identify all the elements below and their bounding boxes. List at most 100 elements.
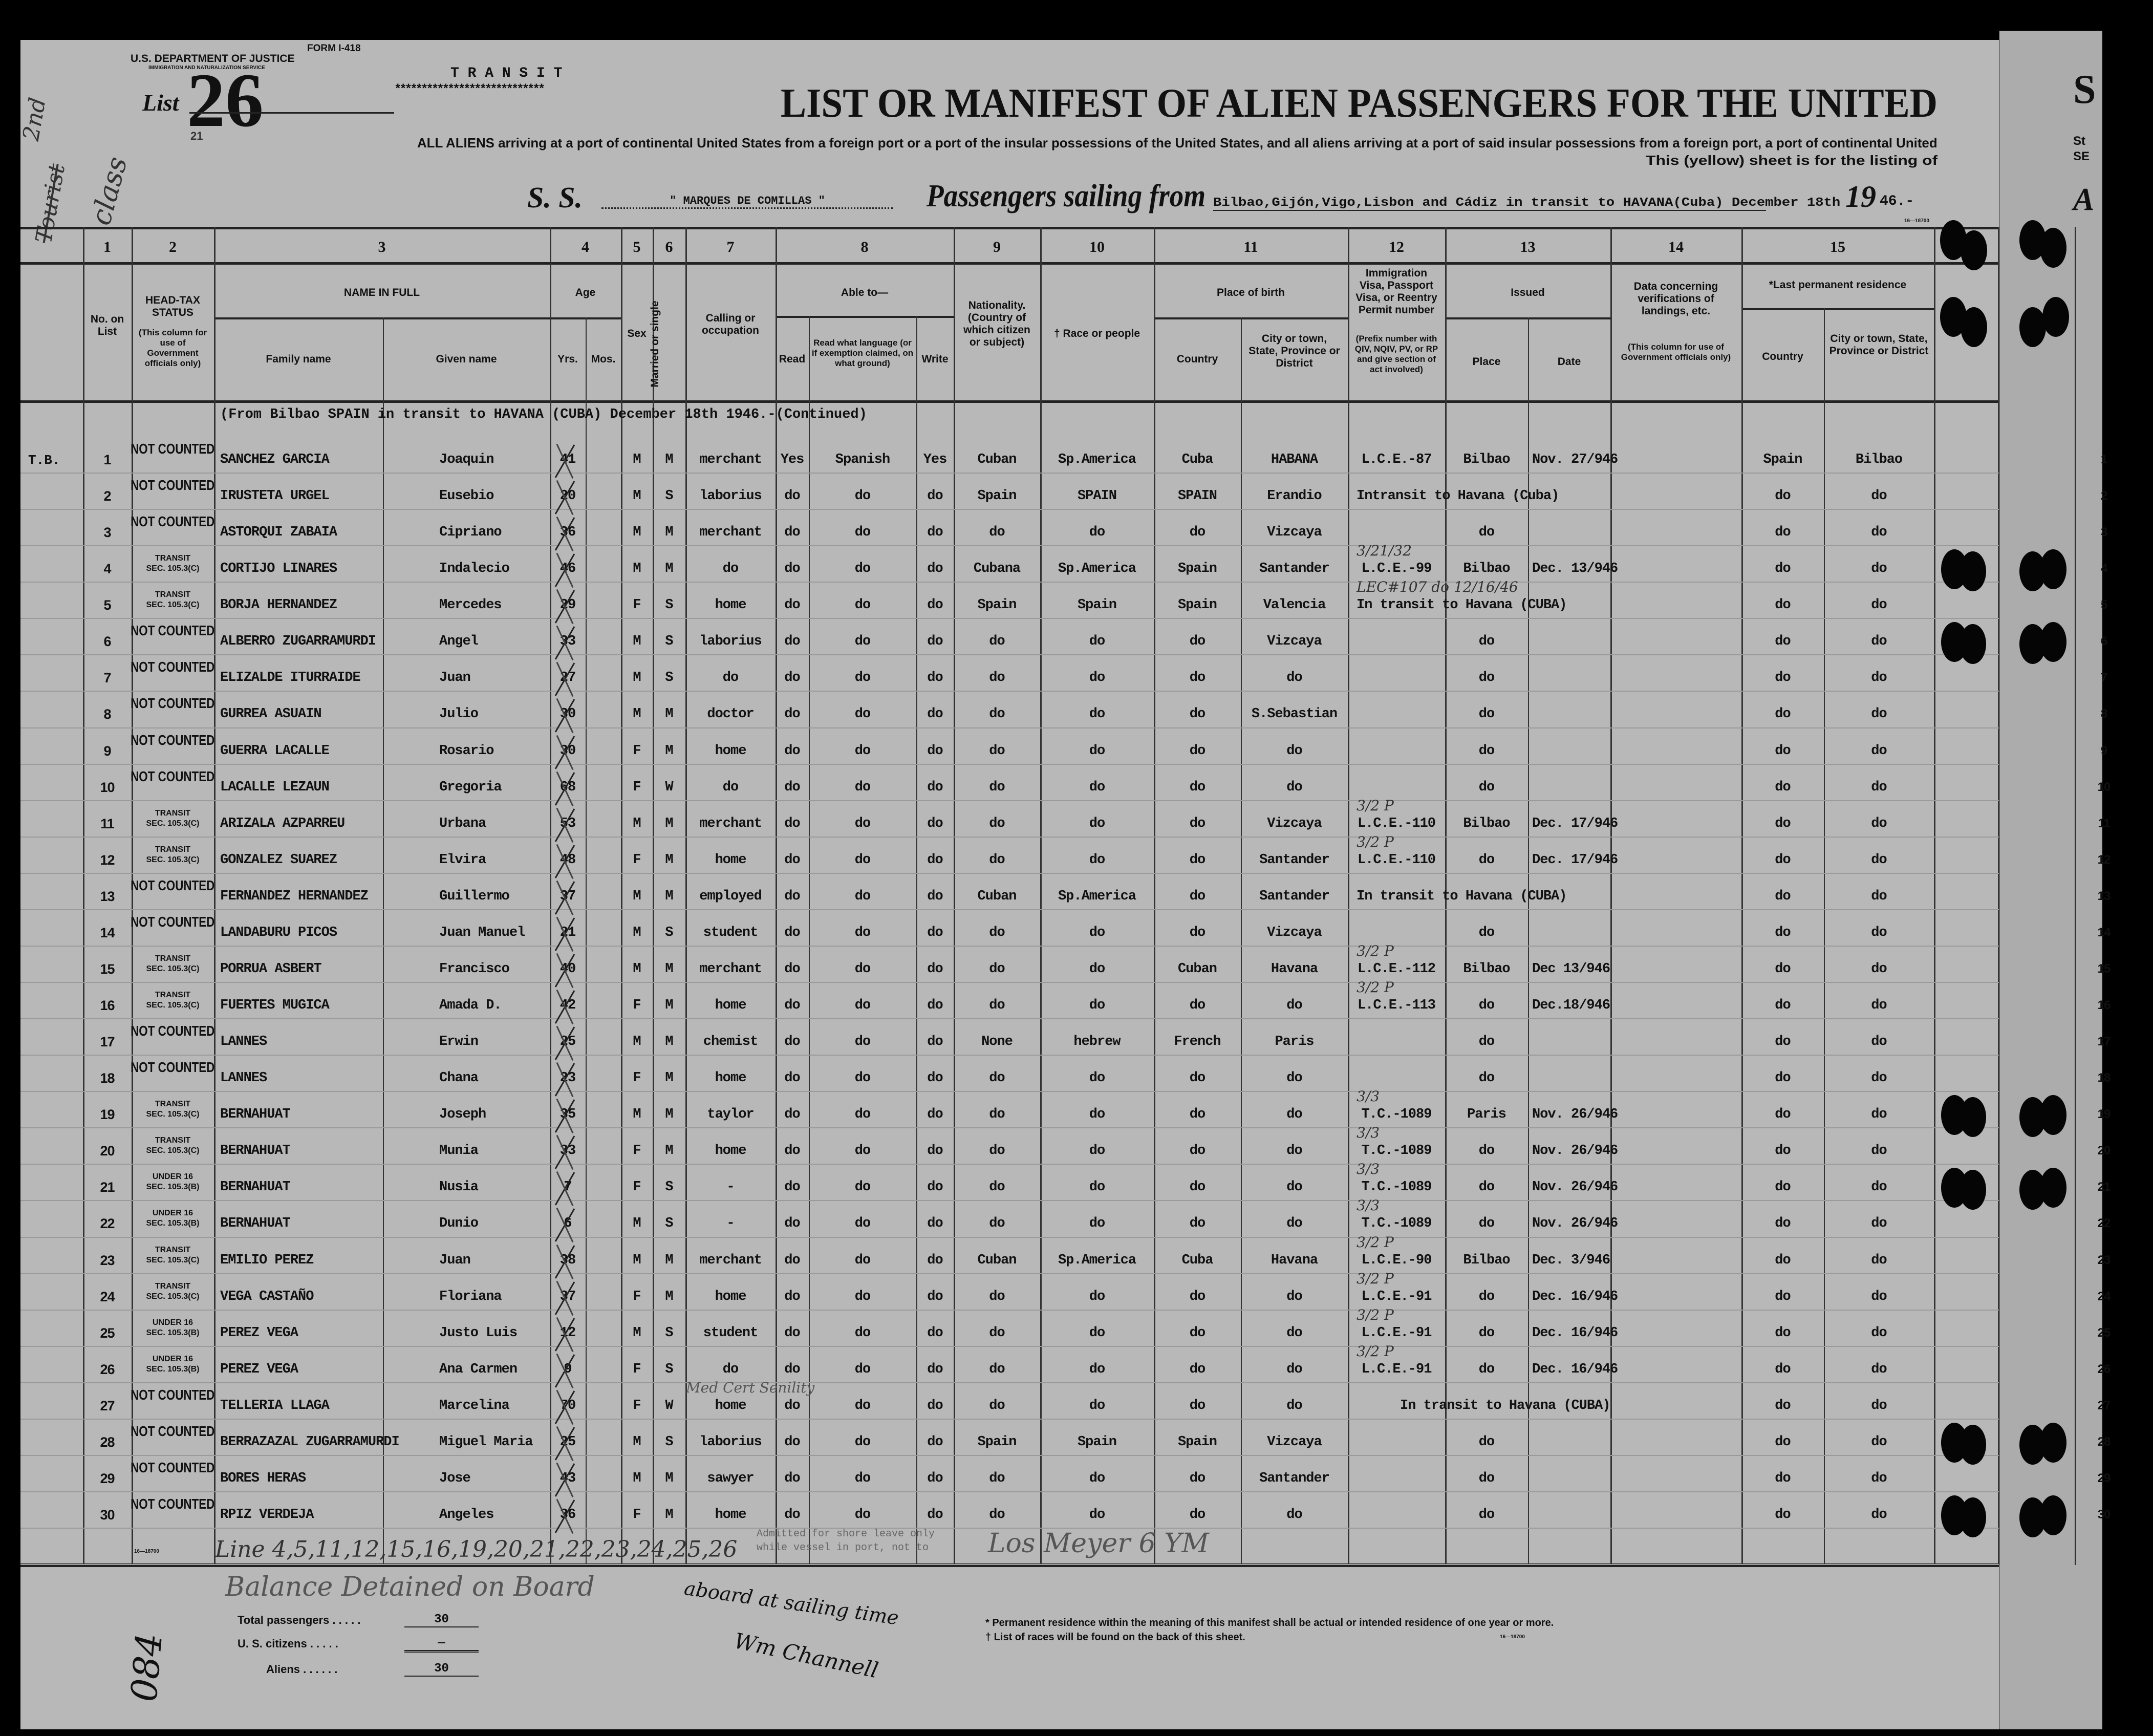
row-ruling	[20, 837, 1999, 838]
cell-rcity: do	[1871, 1434, 1887, 1450]
cell-wr: do	[927, 634, 943, 649]
total-passengers-label: Total passengers . . . . .	[238, 1614, 361, 1626]
aliens-value: 30	[404, 1662, 479, 1677]
transit-underline: ****************************	[394, 83, 545, 97]
cell-sex: M	[633, 1034, 641, 1049]
status-line-1: TRANSIT	[155, 809, 191, 818]
column-header-verifications-note: (This column for use of Government offic…	[1621, 342, 1731, 362]
cell-place: do	[1478, 925, 1495, 940]
cell-lang: do	[854, 816, 871, 831]
cell-rc: do	[1775, 1362, 1791, 1377]
cell-sex: F	[633, 1070, 641, 1086]
age-strike-mark	[550, 1209, 580, 1240]
head-tax-status: UNDER 16 SEC. 105.3(B)	[132, 1318, 214, 1338]
cell-occ: home	[715, 1070, 747, 1086]
cell-wr: do	[927, 488, 943, 504]
status-line-1: TRANSIT	[155, 954, 191, 963]
column-line	[1040, 227, 1042, 1565]
cell-sex: M	[633, 525, 641, 540]
column-header-read-language: Read what language (or if exemption clai…	[811, 338, 914, 368]
row-ruling	[20, 1310, 1999, 1311]
head-tax-status: TRANSIT SEC. 105.3(C)	[132, 808, 214, 829]
cell-rc: do	[1775, 1507, 1791, 1523]
cell-ms: S	[665, 597, 673, 613]
ship-name: " MARQUES DE COMILLAS "	[601, 195, 893, 209]
cell-ms: M	[665, 525, 673, 540]
cell-race: SPAIN	[1077, 488, 1117, 504]
cell-date: Dec.18/946	[1532, 998, 1610, 1013]
cell-lang: do	[854, 961, 871, 977]
cell-rcity: do	[1871, 634, 1887, 649]
footer-form-code: 16—18700	[1500, 1634, 1525, 1640]
handwritten-visa-check: LEC#107 do 12/16/46	[1357, 578, 1518, 595]
cell-bc: French	[1174, 1034, 1221, 1049]
row-ruling	[20, 545, 1999, 546]
cell-bcity: Havana	[1271, 961, 1318, 977]
cell-bcity: do	[1286, 1143, 1302, 1159]
age-strike-mark	[550, 1464, 580, 1495]
status-stamp: NOT COUNTED	[131, 877, 215, 893]
cell-rcity: do	[1871, 1070, 1887, 1086]
cell-place: Bilbao	[1463, 452, 1510, 467]
age-strike-mark	[550, 518, 580, 549]
head-tax-status: NOT COUNTED	[131, 1423, 214, 1440]
cell-ms: S	[665, 488, 673, 504]
row-number: 27	[100, 1398, 115, 1413]
status-line-1: TRANSIT	[155, 1100, 191, 1108]
cell-sex: M	[633, 816, 641, 831]
cell-occ: merchant	[699, 1253, 762, 1268]
punch-hole	[1961, 230, 1987, 270]
cell-occ: home	[715, 1289, 747, 1304]
table-row: 20 TRANSIT SEC. 105.3(C) BERNAHUAT Munia 33 F M…	[0, 1126, 2153, 1170]
cell-bc: do	[1189, 706, 1205, 722]
cell-nat: Cubana	[973, 561, 1021, 576]
cell-wr: do	[927, 597, 943, 613]
cell-rd: Yes	[780, 452, 805, 467]
cell-fam: LANDABURU PICOS	[220, 925, 337, 940]
status-line-2: SEC. 105.3(B)	[146, 1183, 200, 1191]
cell-ms: S	[665, 925, 673, 940]
cell-wr: do	[927, 1034, 943, 1049]
cell-occ: do	[722, 670, 739, 685]
cell-rc: do	[1775, 1325, 1791, 1341]
cell-ms: M	[665, 1253, 673, 1268]
column-line	[776, 227, 777, 1565]
column-number: 13	[1520, 239, 1536, 255]
cell-nat: do	[989, 816, 1005, 831]
cell-bc: do	[1189, 525, 1205, 540]
age-strike-mark	[550, 1100, 580, 1131]
next-sheet-letter: St	[2073, 134, 2085, 148]
cell-visa: L.C.E.-90	[1361, 1253, 1432, 1268]
head-tax-status: TRANSIT SEC. 105.3(C)	[132, 590, 214, 610]
ss-prefix: S. S.	[527, 181, 583, 214]
next-sheet-row-number: 12	[2097, 853, 2111, 867]
cell-sex: F	[633, 1143, 641, 1159]
table-rule	[20, 262, 1999, 265]
cell-rd: do	[784, 1253, 800, 1268]
cell-lang: do	[854, 1143, 871, 1159]
handwritten-visa-check: 3/3	[1357, 1197, 1380, 1214]
cell-race: do	[1089, 1143, 1105, 1159]
cell-lang: do	[854, 1398, 871, 1413]
head-tax-status: TRANSIT SEC. 105.3(C)	[132, 845, 214, 865]
cell-rc: do	[1775, 1107, 1791, 1122]
cell-place: do	[1478, 706, 1495, 722]
cell-fam: ARIZALA AZPARREU	[220, 816, 345, 831]
table-form-code: 16—18700	[134, 1549, 159, 1554]
cell-rc: do	[1775, 925, 1791, 940]
table-row: 12 TRANSIT SEC. 105.3(C) GONZALEZ SUAREZ Elv…	[0, 835, 2153, 879]
cell-race: do	[1089, 816, 1105, 831]
column-line	[653, 227, 654, 1565]
age-strike-mark	[550, 700, 580, 731]
cell-bc: do	[1189, 1216, 1205, 1231]
cell-race: do	[1089, 1216, 1105, 1231]
cell-place: Bilbao	[1463, 961, 1510, 977]
cell-rc: do	[1775, 706, 1791, 722]
punch-hole	[2042, 297, 2069, 337]
cell-bcity: Vizcaya	[1267, 525, 1322, 540]
cell-sex: M	[633, 561, 641, 576]
cell-bc: do	[1189, 1325, 1205, 1341]
row-number: 16	[100, 998, 115, 1013]
next-sheet-row-number: 28	[2097, 1435, 2111, 1449]
cell-bcity: Vizcaya	[1267, 634, 1322, 649]
